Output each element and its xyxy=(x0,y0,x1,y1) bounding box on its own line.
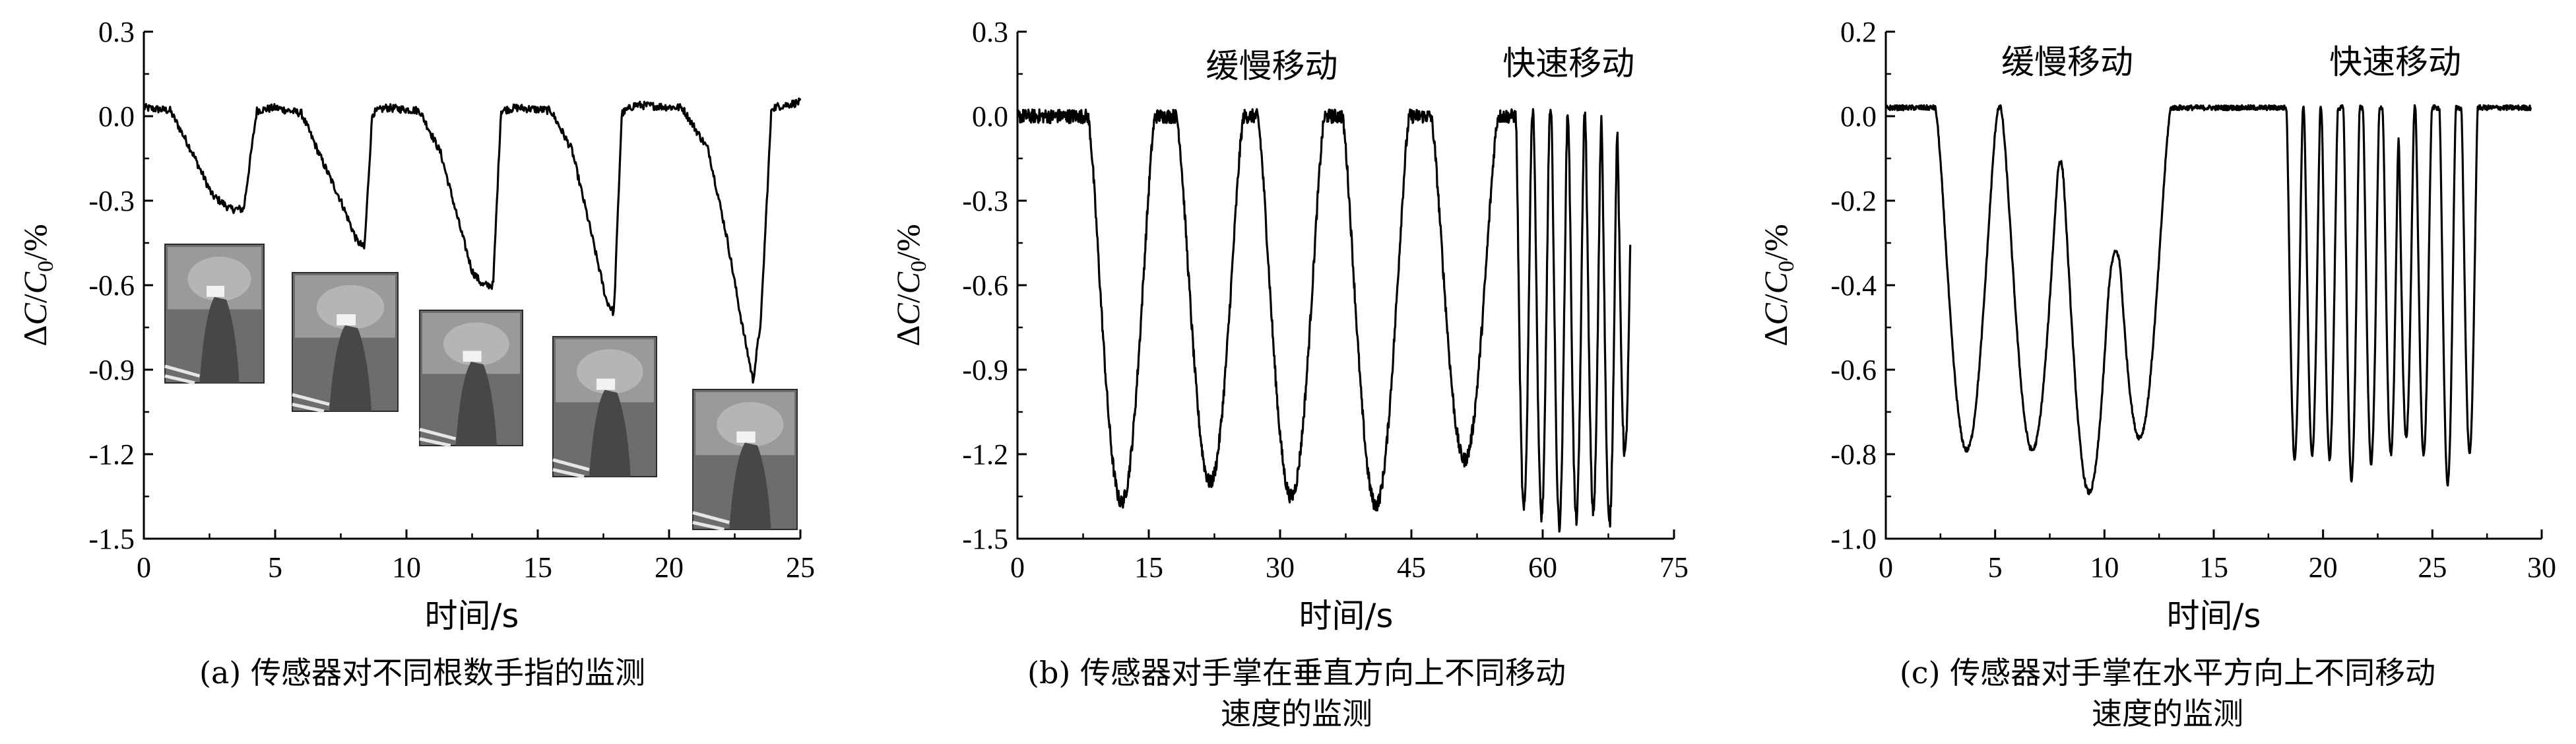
panel-c-trace-line xyxy=(1884,104,2532,496)
sleeve-stripes xyxy=(292,393,330,413)
panel-a-x-tick-label: 25 xyxy=(786,551,815,584)
hand-silhouette xyxy=(455,361,497,446)
tape-strip xyxy=(337,314,356,325)
panel-c-y-tick-label: -0.8 xyxy=(1830,438,1877,471)
panel-b-y-tick-label: -1.5 xyxy=(962,523,1008,555)
panel-b-y-tick-label: 0.0 xyxy=(972,100,1008,133)
panel-b-y-tick-label: -0.3 xyxy=(962,185,1008,217)
panel-b-annotation: 缓慢移动 xyxy=(1206,47,1337,85)
panel-c-annotations: 缓慢移动 快速移动 xyxy=(2001,43,2461,81)
panel-c-annotation: 缓慢移动 xyxy=(2001,43,2133,81)
sensor-pad xyxy=(577,349,643,394)
hand-silhouette xyxy=(729,442,771,529)
panel-a-y-tick-label: -0.6 xyxy=(88,269,135,302)
panel-c-x-tick-label: 20 xyxy=(2309,551,2338,584)
panel-b-y-axis-label: ΔC/C0/% xyxy=(889,224,931,346)
panel-b-x-tick-label: 0 xyxy=(1010,551,1025,584)
panel-a-x-axis-label: 时间/s xyxy=(425,597,519,635)
panel-a-ticks: 0 5 10 15 20 25 0.3 0.0 -0.3 -0.6 -0.9 -1.2 -1.5 xyxy=(88,16,815,584)
panel-b-annotations: 缓慢移动 快速移动 xyxy=(1206,44,1634,85)
panel-c-annotation: 快速移动 xyxy=(2329,43,2461,81)
hand-silhouette xyxy=(199,296,240,383)
sleeve-stripes xyxy=(419,427,457,448)
panel-c-caption-line-2: 速度的监测 xyxy=(2092,696,2243,731)
panel-c-ticks: 0 5 10 15 20 25 30 0.2 0.0 -0.2 -0.4 -0.6 -0.8 -1.0 xyxy=(1830,16,2556,584)
panel-a-x-tick-label: 15 xyxy=(523,551,552,584)
panel-c-y-tick-label: -0.4 xyxy=(1830,269,1877,302)
panel-a-x-tick-label: 20 xyxy=(655,551,684,584)
panel-b-x-tick-label: 15 xyxy=(1134,551,1163,584)
sensor-pad xyxy=(717,402,784,447)
sensor-pad xyxy=(443,322,509,366)
panel-a-trace-line xyxy=(143,97,802,384)
panel-a-y-tick-label: -0.3 xyxy=(88,185,135,217)
panel-a-y-tick-label: 0.0 xyxy=(98,100,135,133)
panel-a-y-tick-label: -1.5 xyxy=(88,523,135,555)
panel-a-insets xyxy=(164,244,798,531)
panel-b-annotation: 快速移动 xyxy=(1502,44,1634,83)
panel-b-y-tick-label: -0.6 xyxy=(962,269,1008,302)
panel-c-x-tick-label: 0 xyxy=(1879,551,1893,584)
panel-b-x-tick-label: 75 xyxy=(1659,551,1689,584)
panel-c-x-tick-label: 30 xyxy=(2527,551,2556,584)
panel-a-y-tick-label: 0.3 xyxy=(98,16,135,48)
panel-b-y-tick-label: 0.3 xyxy=(972,16,1008,48)
panel-a-y-tick-label: -0.9 xyxy=(88,354,135,386)
panel-b-y-tick-label: -0.9 xyxy=(962,354,1008,386)
panel-c-chart: 0 5 10 15 20 25 30 0.2 0.0 -0.2 -0.4 -0.6 -0.8 -1.0 缓… xyxy=(1757,16,2556,731)
sleeve-stripes xyxy=(552,458,590,479)
panel-c-x-tick-label: 5 xyxy=(1988,551,2003,584)
panel-a-x-tick-label: 10 xyxy=(392,551,421,584)
sleeve-stripes xyxy=(164,364,201,385)
panel-b-x-axis-label: 时间/s xyxy=(1299,597,1394,635)
panel-b-caption-line-1: (b) 传感器对手掌在垂直方向上不同移动 xyxy=(1027,655,1566,691)
panel-a-caption: (a) 传感器对不同根数手指的监测 xyxy=(199,655,645,691)
panel-a-x-tick-label: 0 xyxy=(137,551,151,584)
panel-b-x-tick-label: 45 xyxy=(1397,551,1426,584)
tape-strip xyxy=(596,378,616,390)
hand-silhouette xyxy=(329,325,371,411)
tape-strip xyxy=(463,351,482,362)
panel-c-y-tick-label: 0.2 xyxy=(1840,16,1877,48)
sensor-pad xyxy=(187,256,251,302)
panel-b-x-tick-label: 30 xyxy=(1266,551,1295,584)
panel-c-x-tick-label: 25 xyxy=(2418,551,2447,584)
panel-c-y-tick-label: -0.2 xyxy=(1830,185,1877,217)
panel-a-y-tick-label: -1.2 xyxy=(88,438,135,471)
panel-c-x-tick-label: 10 xyxy=(2090,551,2119,584)
panel-c-y-tick-label: -1.0 xyxy=(1830,523,1877,555)
panel-b-caption-line-2: 速度的监测 xyxy=(1221,696,1372,731)
panel-b-chart: 0 15 30 45 60 75 0.3 0.0 -0.3 -0.6 -0.9 -1.2 -1.5 缓慢… xyxy=(889,16,1689,731)
sleeve-stripes xyxy=(692,511,730,531)
panel-c-caption-line-1: (c) 传感器对手掌在水平方向上不同移动 xyxy=(1900,655,2435,691)
panel-a-chart: 0 5 10 15 20 25 0.3 0.0 -0.3 -0.6 -0.9 -1.2 -1.5 时间/… xyxy=(16,16,815,691)
sensor-pad xyxy=(316,285,385,330)
hand-silhouette xyxy=(589,389,631,477)
panel-c-y-tick-label: 0.0 xyxy=(1840,100,1877,133)
panel-b-ticks: 0 15 30 45 60 75 0.3 0.0 -0.3 -0.6 -0.9 -1.2 -1.5 xyxy=(962,16,1689,584)
panel-b-trace-line xyxy=(1016,108,1632,533)
panel-c-x-axis-label: 时间/s xyxy=(2167,597,2261,635)
tape-strip xyxy=(736,431,756,443)
panel-a-y-axis-label: ΔC/C0/% xyxy=(16,224,58,346)
panel-c-y-axis-label: ΔC/C0/% xyxy=(1757,224,1799,346)
panel-c-y-tick-label: -0.6 xyxy=(1830,354,1877,386)
panel-b-x-tick-label: 60 xyxy=(1528,551,1557,584)
panel-b-y-tick-label: -1.2 xyxy=(962,438,1008,471)
tape-strip xyxy=(207,286,224,297)
panel-a-x-tick-label: 5 xyxy=(268,551,282,584)
panel-c-x-tick-label: 15 xyxy=(2199,551,2228,584)
